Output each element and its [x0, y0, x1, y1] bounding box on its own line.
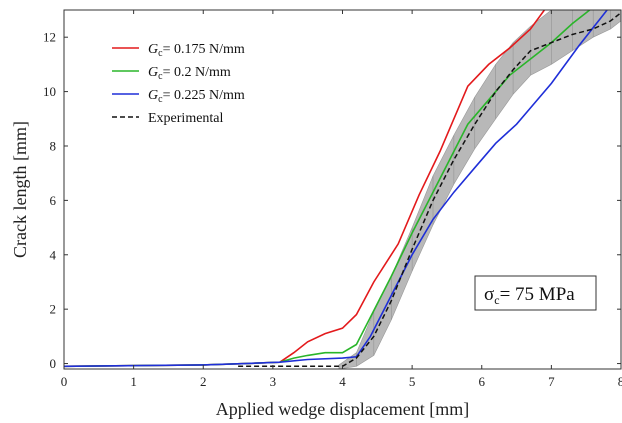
x-tick-label: 7 [548, 374, 555, 389]
annotation-text: σc= 75 MPa [484, 284, 575, 307]
legend-label-3: Gc= 0.225 N/mm [148, 88, 245, 105]
sigma-annotation: σc= 75 MPa [474, 275, 597, 311]
y-tick-label: 4 [50, 247, 57, 262]
x-tick-label: 0 [61, 374, 68, 389]
uncertainty-band-layer [338, 10, 621, 369]
y-tick-label: 8 [50, 138, 57, 153]
legend-label-2: Gc= 0.2 N/mm [148, 65, 231, 82]
y-tick-label: 6 [50, 193, 57, 208]
annotation-box [474, 275, 597, 311]
y-tick-label: 2 [50, 302, 57, 317]
x-tick-label: 8 [618, 374, 622, 389]
x-axis-title: Applied wedge displacement [mm] [216, 399, 469, 419]
legend-label-4: Experimental [148, 111, 224, 126]
y-tick-label: 12 [43, 30, 56, 45]
y-axis-title: Crack length [mm] [10, 121, 30, 258]
series-line-3 [64, 10, 608, 368]
annotation-symbol: σ [484, 284, 494, 305]
x-tick-label: 1 [130, 374, 137, 389]
annotation-subscript: c [494, 293, 499, 307]
legend: Gc= 0.175 N/mm Gc= 0.2 N/mm Gc= 0.225 N/mm… [112, 42, 245, 126]
x-tick-label: 5 [409, 374, 416, 389]
x-tick-label: 6 [479, 374, 486, 389]
series-line-1 [64, 10, 546, 368]
experimental-scatter-band [338, 10, 621, 369]
x-tick-label: 3 [270, 374, 277, 389]
y-tick-label: 0 [50, 356, 57, 371]
legend-label-1: Gc= 0.175 N/mm [148, 42, 245, 59]
x-tick-label: 4 [339, 374, 346, 389]
x-tick-label: 2 [200, 374, 207, 389]
y-tick-label: 10 [43, 84, 56, 99]
annotation-value: = 75 MPa [500, 284, 576, 305]
